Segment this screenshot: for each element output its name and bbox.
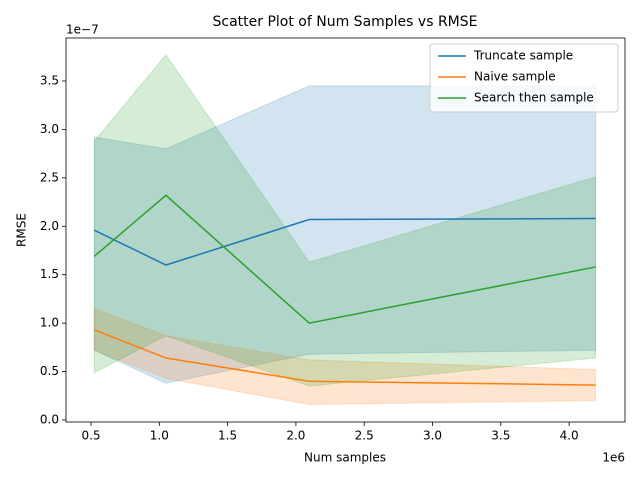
x-tick-label: 0.5: [81, 429, 100, 443]
confidence-band: [93, 85, 597, 384]
legend-box: [429, 43, 619, 113]
y-tick-label: 3.0: [40, 122, 59, 136]
legend-label: Naive sample: [474, 70, 556, 84]
chart-title: Scatter Plot of Num Samples vs RMSE: [213, 14, 478, 30]
x-tick-label: 1.5: [218, 429, 237, 443]
y-tick-label: 1.0: [40, 316, 59, 330]
x-axis-label: Num samples: [304, 451, 386, 465]
y-offset-label: 1e−7: [66, 23, 99, 37]
y-tick-label: 2.0: [40, 219, 59, 233]
confidence-band: [93, 307, 597, 405]
confidence-band: [93, 54, 597, 387]
y-tick-label: 0.0: [40, 412, 59, 426]
x-tick-label: 4.0: [560, 429, 579, 443]
x-tick-label: 1.0: [150, 429, 169, 443]
y-tick-label: 2.5: [40, 170, 59, 184]
series-line: [94, 329, 596, 386]
legend: Truncate sample Naive sample Search then s…: [429, 43, 619, 113]
legend-label: Truncate sample: [473, 49, 573, 63]
x-tick-label: 2.5: [355, 429, 374, 443]
series-line: [93, 217, 596, 266]
series-line: [93, 194, 596, 324]
y-axis-label: RMSE: [15, 213, 29, 247]
y-tick-label: 1.5: [40, 267, 59, 281]
x-tick-label: 3.5: [491, 429, 510, 443]
y-tick-label: 0.5: [40, 364, 59, 378]
legend-label: Search then sample: [474, 91, 594, 105]
x-tick-label: 2.0: [286, 429, 305, 443]
y-tick-label: 3.5: [40, 74, 59, 88]
x-tick-label: 3.0: [423, 429, 442, 443]
x-offset-label: 1e6: [602, 451, 625, 465]
plot-frame: [65, 37, 626, 423]
